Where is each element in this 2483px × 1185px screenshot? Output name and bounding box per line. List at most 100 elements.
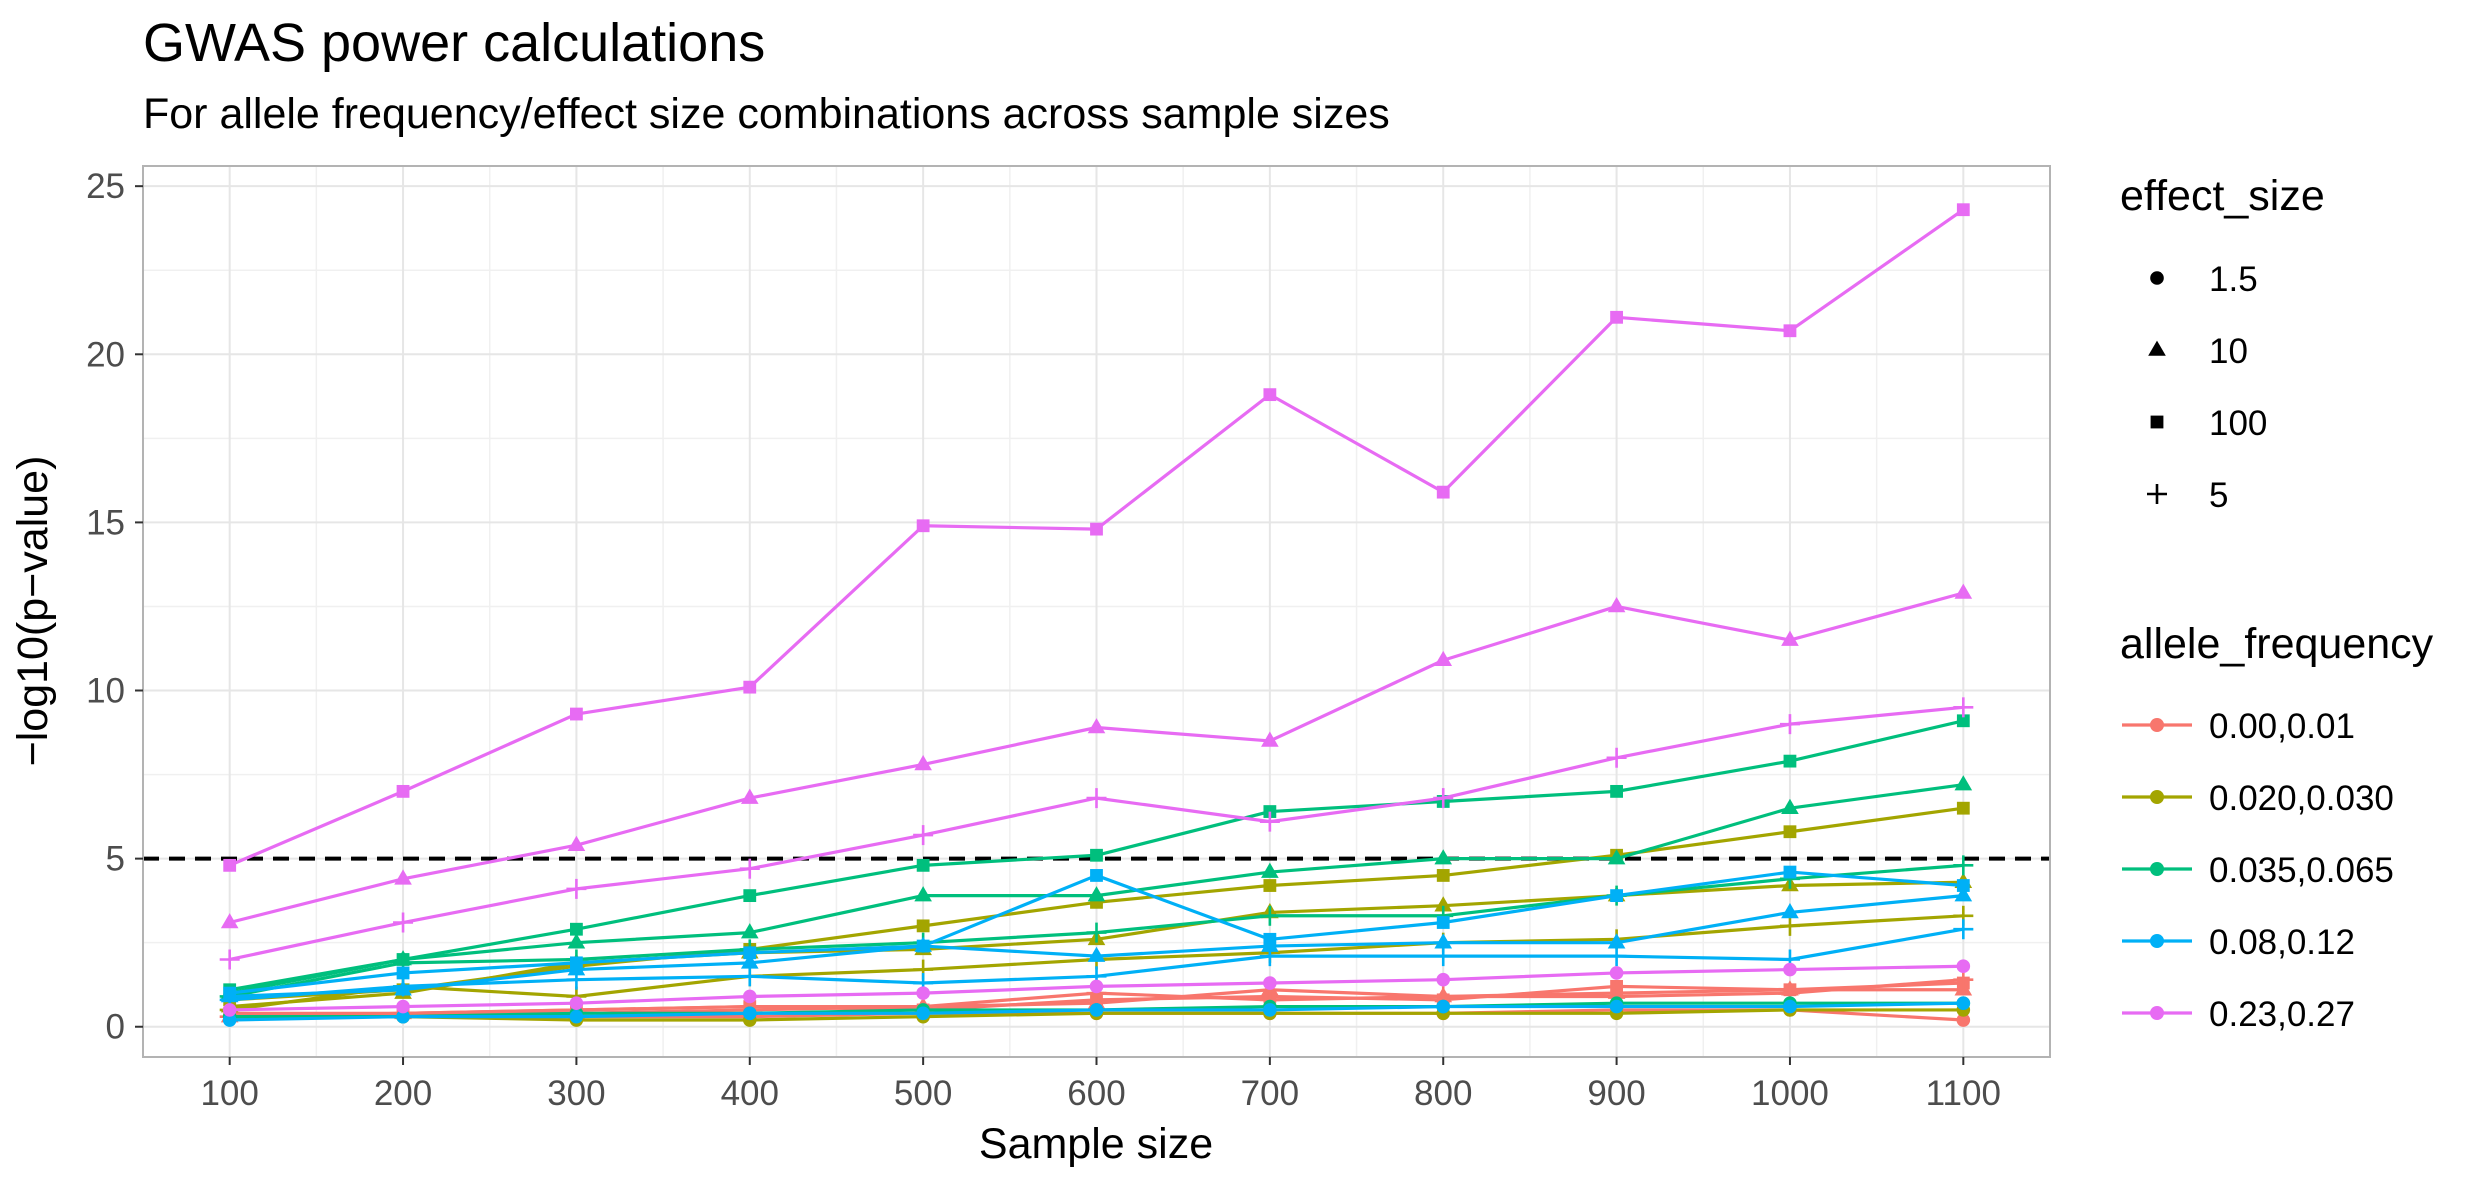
series-af-0-035-0-065-es-5-point	[1086, 922, 1107, 943]
legend-allele-frequency-label: 0.020,0.030	[2209, 779, 2394, 818]
series-af-0-23-0-27-es-1-5-point	[1263, 976, 1277, 990]
series-af-0-08-0-12-es-100-point	[743, 946, 757, 960]
series-af-0-035-0-065-es-10-point	[1261, 862, 1279, 878]
series-af-0-23-0-27-es-1-5-point	[396, 999, 410, 1014]
series-af-0-020-0-030-es-5-point	[1779, 915, 1800, 936]
series-af-0-08-0-12-es-10	[220, 886, 1973, 1003]
series-af-0-08-0-12-es-5-point	[1606, 946, 1627, 967]
x-axis-label: Sample size	[979, 1120, 1213, 1168]
series-af-0-23-0-27-es-100-point	[396, 784, 410, 798]
legend-allele-frequency-key-point	[2150, 934, 2164, 948]
series-af-0-23-0-27-es-5-point	[739, 858, 760, 879]
series-af-0-08-0-12-es-100-point	[1436, 916, 1450, 929]
series-af-0-08-0-12-es-1-5-point	[916, 1006, 930, 1021]
y-axis-ticks: 0 5 10 15 20 25	[86, 167, 143, 1047]
series-af-0-23-0-27-es-100-point	[223, 858, 237, 872]
series-af-0-23-0-27-es-5-point	[913, 825, 934, 846]
series-af-0-08-0-12-es-10-point	[740, 953, 759, 969]
series-af-0-23-0-27-es-1-5	[222, 959, 1971, 1017]
series-af-0-23-0-27-es-100-point	[1436, 485, 1450, 499]
series-af-0-23-0-27-es-5-point	[566, 878, 587, 899]
series-af-0-020-0-030-es-100-point	[1263, 879, 1277, 892]
series-af-0-08-0-12-es-10-point	[1781, 902, 1799, 919]
series-af-0-08-0-12-es-1-5-point	[1956, 996, 1971, 1011]
x-tick-label: 1000	[1751, 1074, 1829, 1113]
legend-effect-size-key-square	[2150, 415, 2164, 429]
series-af-0-08-0-12-es-1-5-point	[569, 1009, 584, 1024]
series-af-0-23-0-27-es-10-point	[567, 835, 586, 851]
series-af-0-035-0-065-es-100-point	[1263, 805, 1277, 818]
series-af-0-08-0-12-es-100-point	[1610, 889, 1623, 903]
series-af-0-08-0-12-es-100-point	[1090, 869, 1103, 882]
series-af-0-08-0-12-es-1-5-point	[1263, 1003, 1277, 1017]
y-tick-label: 25	[86, 167, 125, 206]
series-af-0-035-0-065-es-10-point	[1087, 886, 1106, 902]
series-af-0-035-0-065-es-100-point	[1090, 848, 1103, 862]
series-af-0-08-0-12-es-1-5-point	[1783, 999, 1797, 1014]
legend-effect-size-key-circle	[2150, 271, 2164, 285]
series-af-0-035-0-065-es-5-point	[1953, 855, 1974, 876]
series-af-0-035-0-065-es-10-point	[1954, 775, 1973, 791]
y-tick-label: 20	[86, 335, 125, 374]
series-af-0-035-0-065-es-10-point	[914, 886, 932, 902]
chart-subtitle: For allele frequency/effect size combina…	[143, 90, 1390, 138]
series-af-0-08-0-12-es-100	[223, 865, 1970, 1000]
series-af-0-23-0-27-es-5-point	[393, 912, 414, 933]
series-af-0-08-0-12-es-1-5-point	[742, 1006, 757, 1021]
series-af-0-23-0-27-es-5-point	[1433, 788, 1454, 809]
series-af-0-23-0-27-es-5-point	[1259, 811, 1280, 832]
series-af-0-08-0-12-es-10-point	[1087, 946, 1106, 962]
series-af-0-08-0-12-es-10-point	[914, 936, 932, 952]
series-af-0-23-0-27-es-100	[223, 203, 1970, 872]
series-af-0-23-0-27-es-100-point	[1783, 324, 1797, 338]
series-af-0-08-0-12-es-5-point	[566, 969, 587, 990]
legend-allele-frequency-label: 0.00,0.01	[2209, 707, 2355, 746]
series-af-0-23-0-27-es-1-5-point	[1956, 959, 1971, 974]
series-af-0-08-0-12-es-10-point	[1261, 936, 1279, 952]
series-af-0-08-0-12-es-5-point	[1953, 919, 1974, 940]
series-af-0-035-0-065-es-10-point	[1607, 849, 1626, 865]
legend-allele-frequency-key-point	[2150, 1006, 2164, 1020]
legend-effect-size-key-triangle	[2148, 340, 2166, 356]
legend-allele-frequency-label: 0.23,0.27	[2209, 995, 2355, 1034]
series-af-0-08-0-12-es-1-5	[222, 996, 1971, 1027]
series-af-0-23-0-27-es-10-point	[394, 869, 412, 885]
x-tick-label: 1100	[1926, 1074, 2001, 1113]
legend-allele-frequency-label: 0.08,0.12	[2209, 923, 2355, 962]
series-af-0-23-0-27-es-10-point	[1954, 583, 1973, 599]
y-tick-label: 5	[106, 840, 125, 879]
legend-effect-size-label: 100	[2209, 404, 2267, 443]
legend-allele-frequency-label: 0.035,0.065	[2209, 851, 2394, 890]
series-af-0-23-0-27-es-5-point	[1606, 747, 1627, 768]
legend-allele-frequency-key-point	[2150, 862, 2164, 876]
series-af-0-020-0-030-es-100-point	[1783, 825, 1797, 839]
legend-effect-size-label: 5	[2209, 476, 2228, 515]
chart-title: GWAS power calculations	[143, 13, 765, 73]
series-af-0-23-0-27-es-10-point	[220, 913, 239, 929]
x-axis-ticks: 100 200 300 400 500 600 700 800 900 1000 1100	[200, 1057, 2001, 1113]
series-af-0-08-0-12-es-5-point	[1259, 946, 1280, 967]
legend-effect-size: effect_size 1.5 10 100 5	[2120, 172, 2325, 515]
series-af-0-08-0-12-es-10-point	[1434, 933, 1453, 949]
series-af-0-035-0-065-es-10-point	[1781, 798, 1799, 814]
legend-effect-size-label: 10	[2209, 332, 2248, 371]
series-af-0-08-0-12-es-10-point	[567, 960, 586, 976]
series-af-0-035-0-065-es-10-point	[567, 933, 586, 949]
x-tick-label: 500	[894, 1074, 952, 1113]
series-af-0-23-0-27-es-10	[220, 583, 1973, 929]
series-af-0-08-0-12-es-1-5-point	[1609, 999, 1624, 1014]
series-af-0-23-0-27-es-100-point	[1090, 522, 1103, 536]
legend-allele-frequency-title: allele_frequency	[2120, 620, 2434, 668]
legend-effect-size-label: 1.5	[2209, 260, 2258, 299]
series-af-0-035-0-065-es-100-point	[1783, 754, 1797, 768]
legend-allele-frequency-key-point	[2150, 718, 2164, 732]
legend-allele-frequency-key-point	[2150, 790, 2164, 804]
series-af-0-23-0-27-es-10-point	[914, 755, 932, 771]
series-af-0-035-0-065-es-5-point	[1259, 905, 1280, 926]
x-tick-label: 800	[1414, 1074, 1472, 1113]
series-af-0-08-0-12-es-5	[219, 919, 1974, 1010]
series-af-0-23-0-27-es-100-point	[743, 680, 757, 694]
series-af-0-020-0-030-es-10-point	[1434, 896, 1453, 912]
x-tick-label: 700	[1241, 1074, 1299, 1113]
